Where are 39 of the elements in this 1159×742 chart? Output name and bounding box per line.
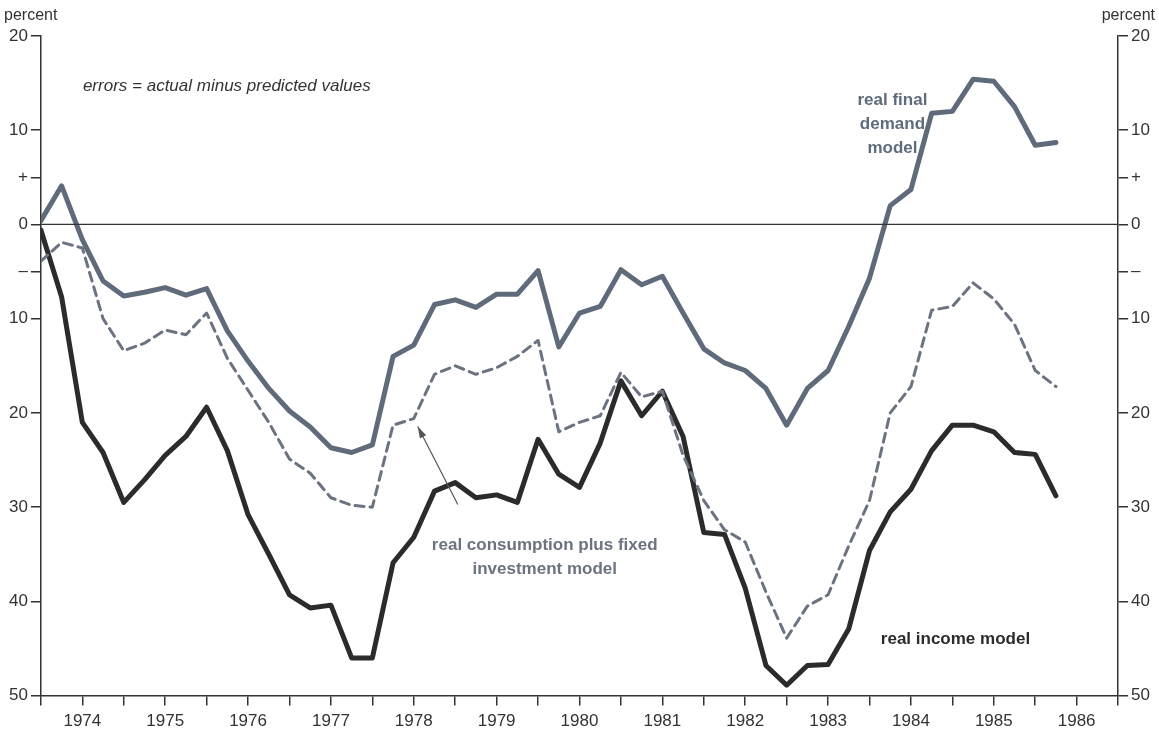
- y2-tick-label: 10: [1131, 308, 1151, 328]
- y-axis-title: percent: [4, 6, 58, 24]
- y2-tick-label: 30: [1131, 496, 1151, 516]
- y-tick-label: 0: [18, 214, 28, 234]
- y-tick-label: 10: [8, 119, 28, 139]
- annotation: errors = actual minus predicted values: [82, 75, 372, 95]
- y2-tick-label: –: [1131, 261, 1142, 281]
- y2-tick-label: 50: [1131, 685, 1151, 705]
- x-tick-label: 1985: [974, 711, 1013, 731]
- x-tick-label: 1986: [1057, 711, 1096, 731]
- x-tick-label: 1980: [560, 711, 599, 731]
- x-tick-label: 1978: [394, 711, 433, 731]
- y-tick-label: 20: [8, 25, 28, 45]
- series-label: real income model: [880, 629, 1031, 649]
- y-tick-label: 10: [8, 308, 28, 328]
- y-tick-label: 20: [8, 402, 28, 422]
- x-tick-label: 1984: [892, 711, 930, 731]
- y-tick-label: 50: [8, 685, 28, 705]
- series-label: real final demand model: [857, 89, 928, 157]
- y2-tick-label: 10: [1131, 119, 1151, 139]
- x-tick-label: 1981: [643, 711, 682, 731]
- x-tick-label: 1982: [726, 711, 765, 731]
- x-tick-label: 1979: [477, 711, 516, 731]
- y2-tick-label: 20: [1131, 25, 1151, 45]
- x-tick-label: 1975: [146, 711, 185, 731]
- text: real consumption plus fixed investment model: [431, 535, 658, 579]
- y2-axis-title: percent: [1101, 6, 1156, 24]
- y-tick-label: –: [18, 261, 29, 281]
- y2-tick-label: 20: [1131, 402, 1151, 422]
- y-tick-label: +: [17, 167, 28, 187]
- y-tick-label: 40: [8, 591, 28, 611]
- y-tick-label: 30: [8, 496, 28, 516]
- y2-tick-label: +: [1131, 167, 1142, 187]
- y2-tick-label: 40: [1131, 591, 1151, 611]
- x-tick-label: 1977: [312, 711, 350, 731]
- x-tick-label: 1976: [229, 711, 267, 731]
- x-tick-label: 1983: [809, 711, 847, 731]
- y2-tick-label: 0: [1131, 214, 1141, 234]
- x-tick-label: 1974: [63, 711, 102, 731]
